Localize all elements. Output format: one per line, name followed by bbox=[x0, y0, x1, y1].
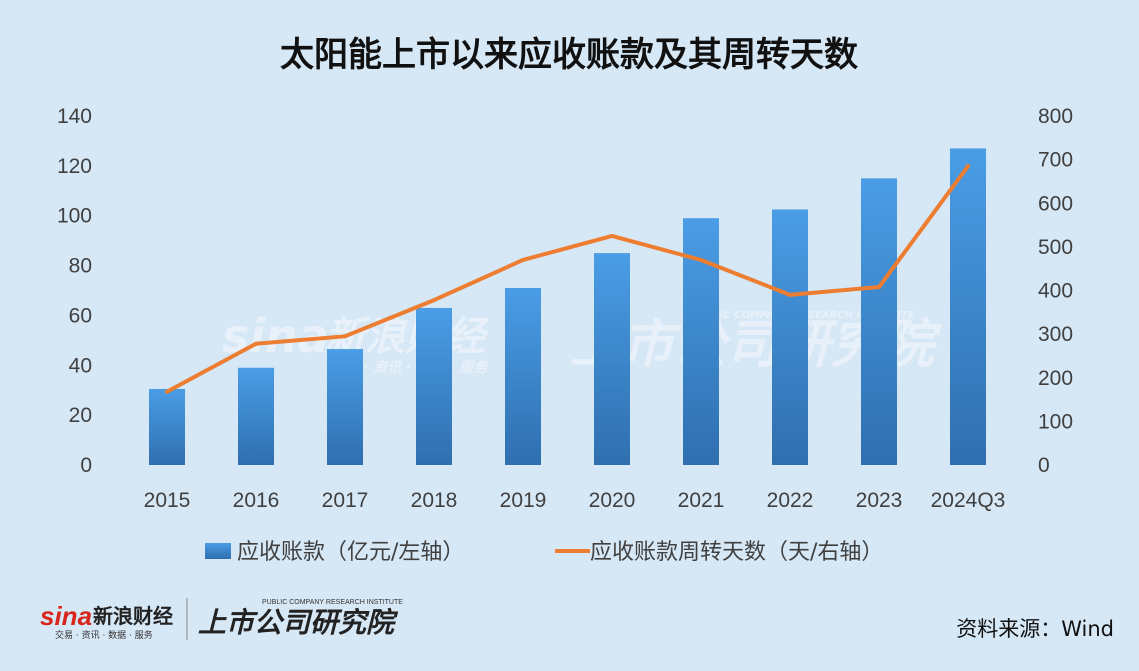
left-tick-label: 20 bbox=[69, 404, 92, 427]
bar bbox=[861, 178, 897, 466]
line-point bbox=[610, 233, 614, 238]
right-tick-label: 500 bbox=[1038, 236, 1073, 259]
footer-sina-logo: sina bbox=[40, 601, 92, 631]
footer-brand-text: 新浪财经 bbox=[93, 604, 173, 628]
right-tick-label: 300 bbox=[1038, 323, 1073, 346]
right-tick-label: 800 bbox=[1038, 105, 1073, 128]
line-point bbox=[966, 164, 970, 169]
line-path bbox=[165, 164, 970, 394]
legend-line-label: 应收账款周转天数（天/右轴） bbox=[590, 540, 883, 565]
left-axis: 0 20 40 60 80 100 120 140 bbox=[57, 105, 92, 477]
category-label: 2017 bbox=[322, 489, 369, 512]
bar bbox=[327, 349, 363, 465]
category-label: 2018 bbox=[411, 489, 458, 512]
category-label: 2016 bbox=[233, 489, 280, 512]
category-label: 2023 bbox=[856, 489, 903, 512]
line-series bbox=[165, 164, 970, 394]
chart-title: 太阳能上市以来应收账款及其周转天数 bbox=[280, 35, 858, 75]
left-tick-label: 0 bbox=[80, 454, 92, 477]
footer-logo: sina 新浪财经 交易 · 资讯 · 数据 · 服务 PUBLIC COMPA… bbox=[40, 598, 403, 641]
right-tick-label: 0 bbox=[1038, 454, 1050, 477]
bar bbox=[772, 209, 808, 465]
left-tick-label: 100 bbox=[57, 205, 92, 228]
legend-bar-label: 应收账款（亿元/左轴） bbox=[237, 540, 464, 565]
line-point bbox=[521, 257, 525, 262]
left-tick-label: 80 bbox=[69, 255, 92, 278]
bar-series bbox=[149, 148, 986, 466]
bar bbox=[149, 388, 185, 465]
footer-institute-text: 上市公司研究院 bbox=[198, 606, 399, 639]
line-point bbox=[254, 341, 258, 346]
category-label: 2020 bbox=[589, 489, 636, 512]
x-axis: 2015 2016 2017 2018 2019 2020 2021 2022 2023 2024… bbox=[144, 489, 1006, 512]
right-tick-label: 700 bbox=[1038, 149, 1073, 172]
legend: 应收账款（亿元/左轴） 应收账款周转天数（天/右轴） bbox=[205, 540, 883, 565]
line-point bbox=[877, 285, 881, 290]
line-point bbox=[432, 298, 436, 303]
footer-brand-sub: 交易 · 资讯 · 数据 · 服务 bbox=[55, 629, 153, 641]
right-tick-label: 200 bbox=[1038, 367, 1073, 390]
category-label: 2024Q3 bbox=[931, 489, 1006, 512]
category-label: 2015 bbox=[144, 489, 191, 512]
footer-institute-en: PUBLIC COMPANY RESEARCH INSTITUTE bbox=[262, 599, 403, 606]
category-label: 2021 bbox=[678, 489, 725, 512]
left-tick-label: 60 bbox=[69, 304, 92, 327]
legend-bar-swatch bbox=[205, 543, 231, 559]
bar bbox=[594, 253, 630, 465]
source-note: 资料来源：Wind bbox=[956, 617, 1114, 641]
right-axis: 0 100 200 300 400 500 600 700 800 bbox=[1038, 105, 1073, 477]
right-tick-label: 400 bbox=[1038, 280, 1073, 303]
line-point bbox=[699, 257, 703, 262]
bar bbox=[238, 367, 274, 465]
line-point bbox=[343, 334, 347, 339]
left-tick-label: 120 bbox=[57, 155, 92, 178]
line-point bbox=[788, 292, 792, 297]
left-tick-label: 40 bbox=[69, 354, 92, 377]
bar bbox=[416, 307, 452, 465]
category-label: 2022 bbox=[767, 489, 814, 512]
bar bbox=[950, 148, 986, 465]
left-tick-label: 140 bbox=[57, 105, 92, 128]
bar bbox=[505, 288, 541, 465]
right-tick-label: 600 bbox=[1038, 192, 1073, 215]
category-label: 2019 bbox=[500, 489, 547, 512]
right-tick-label: 100 bbox=[1038, 410, 1073, 433]
line-point bbox=[165, 389, 169, 394]
